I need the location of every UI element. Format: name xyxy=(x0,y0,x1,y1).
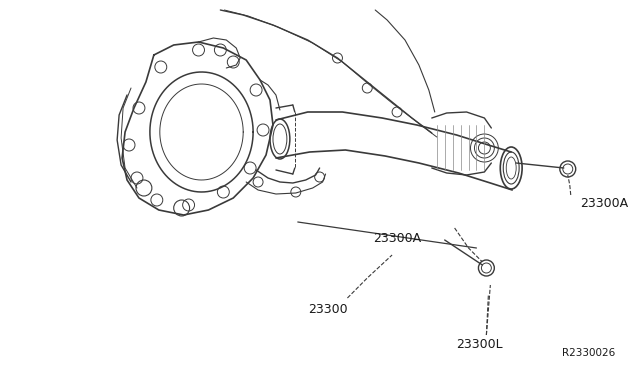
Text: R2330026: R2330026 xyxy=(562,348,616,358)
Circle shape xyxy=(560,161,576,177)
Text: 23300L: 23300L xyxy=(456,338,503,351)
Circle shape xyxy=(479,260,494,276)
Text: 23300: 23300 xyxy=(308,303,348,316)
Text: 23300A: 23300A xyxy=(580,197,628,210)
Text: 23300A: 23300A xyxy=(373,232,421,245)
